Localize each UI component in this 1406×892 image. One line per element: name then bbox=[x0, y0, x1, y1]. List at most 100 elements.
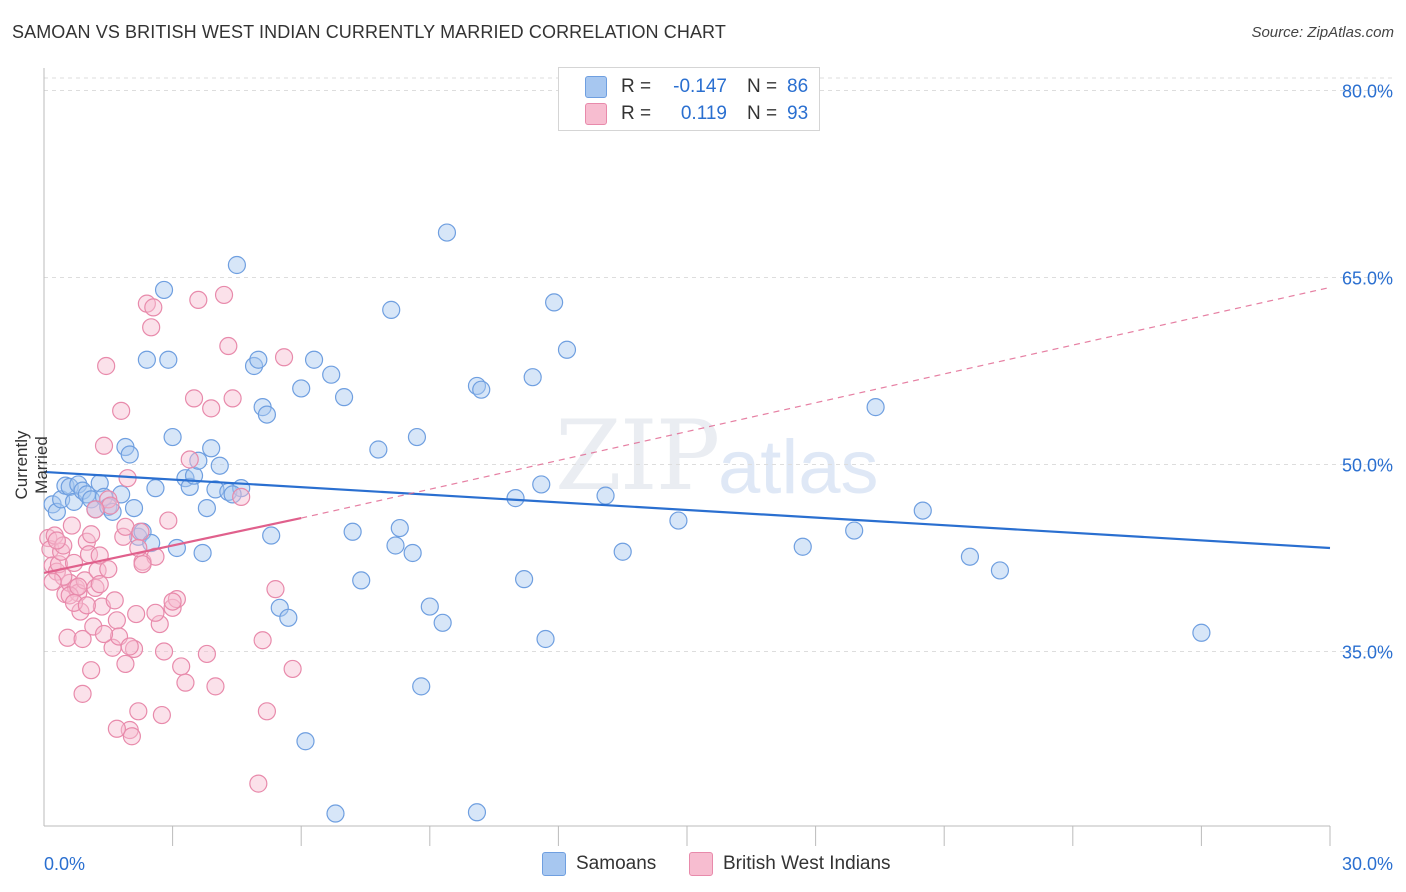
british-west-indian-point bbox=[116, 517, 135, 536]
series-label-samoans: Samoans bbox=[576, 853, 657, 874]
x-tick-label: 30.0% bbox=[1342, 854, 1393, 874]
series-legend: Samoans British West Indians bbox=[0, 852, 1406, 878]
samoan-point bbox=[990, 561, 1010, 580]
british-west-indian-point bbox=[266, 580, 285, 599]
british-west-indian-point bbox=[146, 603, 165, 622]
british-west-indian-point bbox=[58, 628, 77, 647]
british-west-indian-point bbox=[94, 624, 114, 644]
samoan-point bbox=[506, 489, 525, 508]
samoan-point bbox=[167, 538, 186, 558]
samoan-point bbox=[403, 543, 422, 563]
british-west-indian-point bbox=[47, 531, 66, 550]
legend-r-label: R = bbox=[621, 103, 652, 124]
british-west-indian-point bbox=[129, 702, 148, 721]
samoan-point bbox=[159, 350, 178, 369]
samoan-point bbox=[137, 350, 156, 369]
british-west-indian-point bbox=[159, 511, 178, 530]
samoan-point bbox=[420, 597, 439, 616]
samoan-point bbox=[536, 629, 555, 649]
british-west-indian-point bbox=[152, 705, 171, 725]
legend-row-british-west-indians: R = 0.119 N = 93 bbox=[585, 101, 808, 127]
samoan-point bbox=[193, 543, 212, 563]
british-west-indian-point bbox=[214, 285, 234, 305]
british-west-indian-point bbox=[142, 318, 161, 337]
samoan-point bbox=[210, 456, 229, 475]
legend-swatch-samoans bbox=[585, 76, 607, 98]
samoan-point bbox=[279, 608, 298, 627]
samoan-point bbox=[515, 570, 534, 589]
samoan-point bbox=[257, 405, 277, 424]
british-west-indian-point bbox=[144, 298, 163, 317]
samoan-point bbox=[433, 613, 452, 632]
samoan-point bbox=[343, 522, 362, 541]
samoan-point bbox=[322, 365, 341, 384]
legend-n-label: N = bbox=[747, 103, 778, 124]
samoan-point bbox=[146, 479, 165, 498]
series-legend-british-west-indians[interactable]: British West Indians bbox=[689, 852, 891, 876]
british-west-indian-point bbox=[43, 572, 62, 591]
british-west-indian-trend-extension bbox=[301, 286, 1331, 519]
british-west-indian-trend-line bbox=[43, 516, 302, 575]
samoan-point bbox=[163, 427, 182, 447]
british-west-indian-point bbox=[223, 389, 242, 408]
samoan-point bbox=[545, 293, 564, 312]
samoan-point bbox=[120, 445, 139, 464]
y-tick-label: 35.0% bbox=[1342, 642, 1393, 662]
legend-r-value: -0.147 bbox=[673, 76, 727, 97]
samoan-point bbox=[390, 518, 409, 538]
british-west-indian-point bbox=[90, 575, 109, 594]
samoan-trend-line bbox=[43, 470, 1331, 550]
samoan-point bbox=[227, 255, 246, 275]
british-west-indian-point bbox=[197, 644, 216, 664]
samoan-point bbox=[326, 804, 345, 823]
samoan-point bbox=[913, 501, 932, 520]
british-west-indian-point bbox=[77, 596, 96, 615]
samoan-point bbox=[197, 499, 216, 518]
british-west-indian-point bbox=[253, 631, 272, 650]
watermark-atlas: atlas bbox=[718, 425, 879, 510]
legend-row-samoans: R = -0.147 N = 86 bbox=[585, 74, 808, 100]
samoan-point bbox=[866, 398, 885, 417]
british-west-indian-point bbox=[249, 774, 268, 793]
british-west-indian-point bbox=[189, 290, 208, 310]
british-west-indian-point bbox=[283, 659, 302, 679]
british-west-indian-point bbox=[122, 727, 141, 746]
british-west-indian-point bbox=[116, 654, 135, 674]
samoan-point bbox=[532, 475, 551, 494]
series-legend-samoans[interactable]: Samoans bbox=[542, 852, 656, 876]
british-west-indian-point bbox=[73, 629, 92, 649]
samoan-point bbox=[1192, 623, 1211, 642]
british-west-indian-point bbox=[163, 598, 182, 617]
british-west-indian-point bbox=[120, 637, 139, 656]
british-west-indian-point bbox=[131, 522, 150, 541]
samoan-point bbox=[369, 440, 388, 459]
british-west-indian-point bbox=[69, 577, 88, 596]
british-west-indian-point bbox=[180, 450, 199, 469]
legend-r-value: 0.119 bbox=[680, 103, 727, 124]
samoan-point bbox=[154, 280, 174, 300]
samoan-point bbox=[292, 379, 311, 398]
samoan-point bbox=[596, 486, 615, 505]
british-west-indian-point bbox=[154, 642, 174, 661]
series-swatch-british-west-indians bbox=[689, 852, 713, 876]
samoan-point bbox=[296, 732, 315, 751]
series-label-british-west-indians: British West Indians bbox=[723, 853, 891, 874]
samoan-point bbox=[124, 499, 144, 518]
british-west-indian-point bbox=[82, 525, 101, 544]
british-west-indian-point bbox=[127, 604, 146, 624]
legend-n-label: N = bbox=[747, 76, 778, 97]
samoan-point bbox=[669, 511, 688, 530]
y-tick-label: 65.0% bbox=[1342, 268, 1393, 288]
legend-n-value: 93 bbox=[787, 103, 809, 124]
british-west-indian-point bbox=[206, 677, 225, 696]
correlation-legend: R = -0.147 N = 86 R = 0.119 N = 93 bbox=[558, 67, 820, 131]
british-west-indian-point bbox=[99, 560, 118, 579]
british-west-indian-point bbox=[112, 401, 131, 420]
british-west-indian-point bbox=[86, 500, 105, 519]
british-west-indian-point bbox=[274, 348, 294, 367]
y-tick-label: 80.0% bbox=[1342, 81, 1393, 101]
source-label: Source: ZipAtlas.com bbox=[1251, 24, 1394, 41]
british-west-indian-point bbox=[84, 617, 103, 636]
samoan-point bbox=[262, 526, 281, 545]
samoan-point bbox=[249, 350, 268, 369]
